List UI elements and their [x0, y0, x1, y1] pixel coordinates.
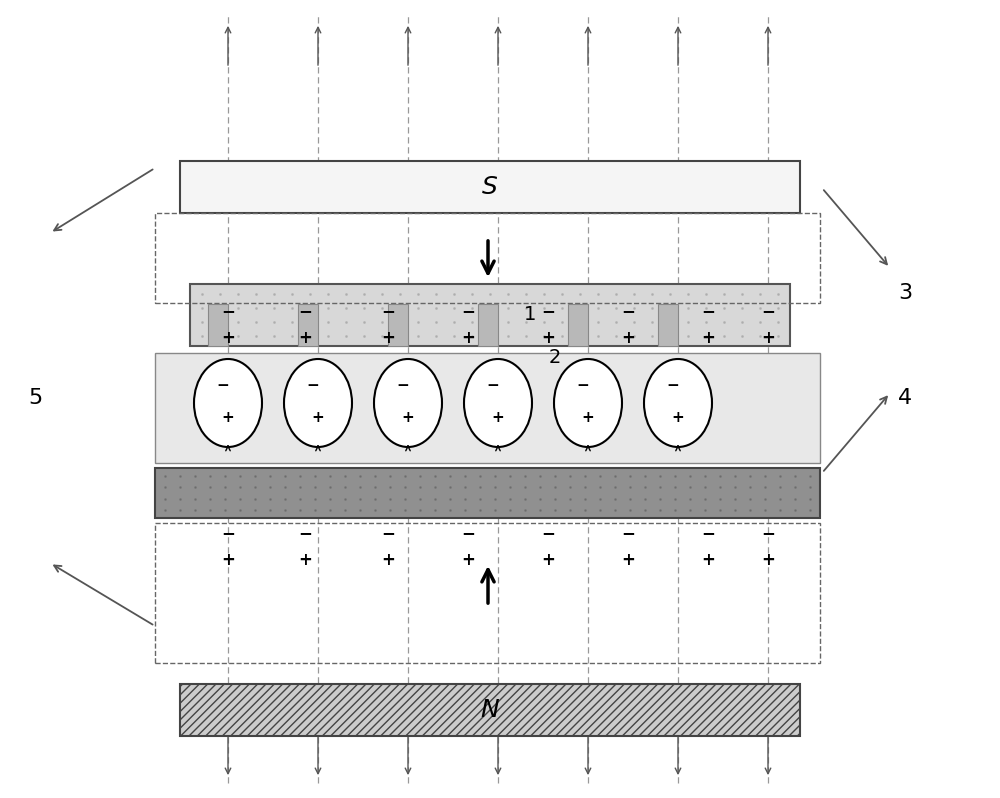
Text: −: − — [667, 377, 679, 393]
Text: +: + — [298, 329, 312, 347]
Bar — [568, 304, 588, 346]
Ellipse shape — [464, 359, 532, 447]
Bar — [155, 468, 820, 518]
Text: N: N — [481, 698, 499, 722]
Text: −: − — [701, 302, 715, 320]
Text: −: − — [221, 302, 235, 320]
Text: S: S — [482, 175, 498, 199]
Text: +: + — [492, 410, 504, 425]
Text: 3: 3 — [898, 283, 912, 303]
Ellipse shape — [374, 359, 442, 447]
Ellipse shape — [554, 359, 622, 447]
Ellipse shape — [644, 359, 712, 447]
Text: −: − — [461, 524, 475, 542]
Text: +: + — [582, 410, 594, 425]
Bar — [478, 304, 498, 346]
Text: 4: 4 — [898, 388, 912, 408]
Bar — [298, 304, 318, 346]
Text: 1: 1 — [524, 306, 536, 325]
Text: −: − — [577, 377, 589, 393]
Bar — [180, 161, 800, 213]
Text: +: + — [381, 551, 395, 569]
Text: 5: 5 — [28, 388, 42, 408]
Text: −: − — [221, 524, 235, 542]
Text: +: + — [221, 329, 235, 347]
Text: −: − — [397, 377, 409, 393]
Text: +: + — [541, 329, 555, 347]
Text: +: + — [541, 551, 555, 569]
Text: +: + — [312, 410, 324, 425]
Text: −: − — [487, 377, 499, 393]
Bar — [155, 213, 820, 303]
Text: +: + — [761, 329, 775, 347]
Ellipse shape — [194, 359, 262, 447]
Text: −: − — [761, 302, 775, 320]
Text: +: + — [461, 551, 475, 569]
Text: +: + — [222, 410, 234, 425]
Text: +: + — [298, 551, 312, 569]
Text: −: − — [381, 524, 395, 542]
Text: +: + — [461, 329, 475, 347]
Text: +: + — [672, 410, 684, 425]
Text: +: + — [701, 551, 715, 569]
Bar — [180, 684, 800, 736]
Text: +: + — [621, 551, 635, 569]
Text: −: − — [307, 377, 319, 393]
Text: −: − — [541, 524, 555, 542]
Text: −: − — [621, 302, 635, 320]
Ellipse shape — [284, 359, 352, 447]
Text: −: − — [298, 524, 312, 542]
Text: +: + — [621, 329, 635, 347]
Text: −: − — [217, 377, 229, 393]
Bar — [190, 284, 790, 346]
Text: −: − — [761, 524, 775, 542]
Bar — [208, 304, 228, 346]
Bar — [155, 353, 820, 463]
Text: −: − — [541, 302, 555, 320]
Text: −: − — [298, 302, 312, 320]
Text: +: + — [761, 551, 775, 569]
Text: −: − — [621, 524, 635, 542]
Bar — [388, 304, 408, 346]
Text: +: + — [221, 551, 235, 569]
Text: +: + — [381, 329, 395, 347]
Bar — [155, 523, 820, 663]
Text: 2: 2 — [549, 349, 561, 368]
Text: +: + — [402, 410, 414, 425]
Bar — [658, 304, 678, 346]
Text: −: − — [461, 302, 475, 320]
Text: −: − — [381, 302, 395, 320]
Text: +: + — [701, 329, 715, 347]
Text: −: − — [701, 524, 715, 542]
